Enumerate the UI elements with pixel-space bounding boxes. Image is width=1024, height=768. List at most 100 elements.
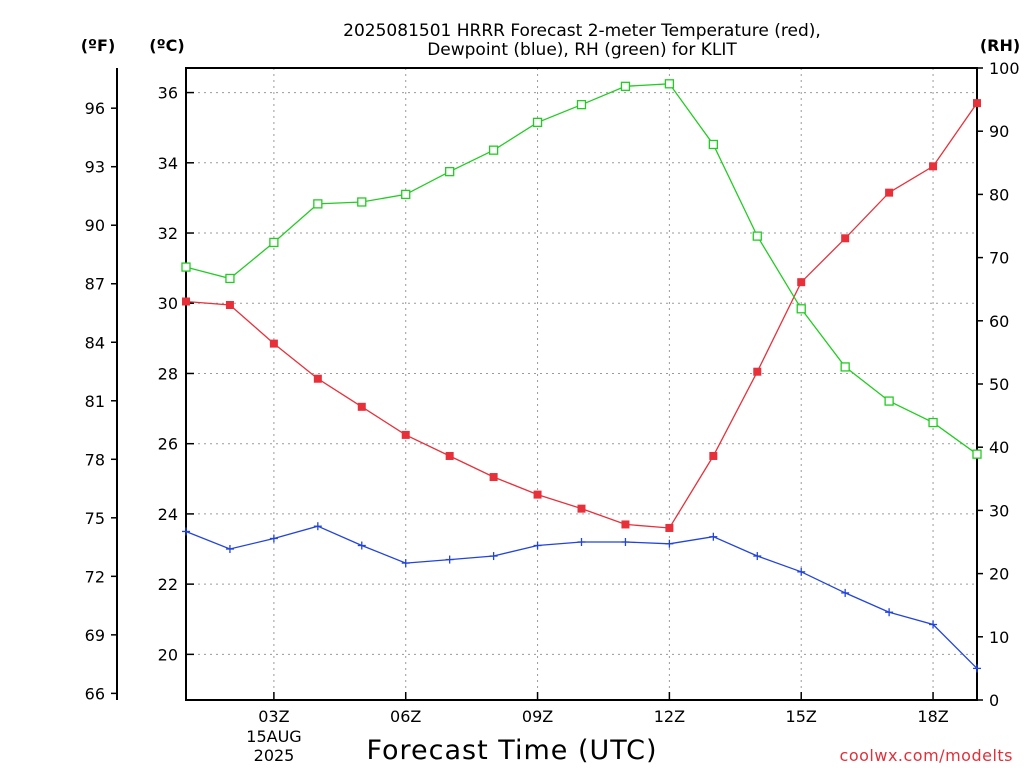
celsius-tick-label: 32 (158, 224, 178, 243)
credit-text: coolwx.com/modelts (840, 746, 1013, 765)
dewpoint-point (577, 538, 586, 546)
temperature-point (489, 473, 498, 482)
dewpoint-point (269, 534, 278, 543)
dewpoint-point (797, 567, 806, 576)
rh-point (884, 396, 894, 406)
chart-title-line-2: Dewpoint (blue), RH (green) for KLIT (427, 40, 737, 60)
temperature-point (709, 451, 718, 460)
rh-point (225, 273, 235, 284)
x-tick-label: 18Z (917, 707, 948, 726)
rh-tick-label: 80 (989, 185, 1009, 204)
temperature-point (621, 520, 630, 529)
rh-tick-label: 40 (989, 438, 1009, 457)
x-tick-label: 03Z (258, 707, 289, 726)
dewpoint-point (445, 555, 454, 564)
temperature-point (182, 297, 190, 306)
temperature-point (401, 430, 410, 439)
dewpoint-point (753, 552, 762, 561)
dewpoint-point (665, 539, 674, 548)
fahrenheit-unit-label: (ºF) (81, 36, 116, 55)
rh-point (796, 304, 806, 314)
dewpoint-point (885, 608, 894, 617)
dewpoint-point (973, 664, 981, 673)
temperature-point (313, 374, 322, 383)
axes: 20 22 24 26 28 30 32 34 36 66 69 72 75 78 81 84 87 90 93 96… (85, 59, 1020, 726)
dewpoint-point (225, 545, 234, 554)
temperature-point (885, 188, 894, 197)
x-axis-date-line-2: 2025 (254, 746, 295, 765)
rh-tick-label: 100 (989, 59, 1020, 78)
chart-title-line-1: 2025081501 HRRR Forecast 2-meter Tempera… (343, 21, 821, 41)
dewpoint-point (313, 522, 322, 531)
fahrenheit-tick-label: 72 (85, 567, 105, 586)
temperature-point (357, 402, 366, 411)
rh-tick-label: 30 (989, 501, 1009, 520)
dewpoint-point (401, 559, 410, 568)
celsius-unit-label: (ºC) (149, 36, 184, 55)
celsius-tick-label: 26 (158, 435, 178, 454)
temperature-point (841, 234, 850, 243)
fahrenheit-tick-label: 69 (85, 626, 105, 645)
rh-tick-label: 70 (989, 249, 1009, 268)
rh-point (445, 166, 455, 177)
temperature-point (973, 99, 981, 108)
x-tick-label: 06Z (390, 707, 421, 726)
x-tick-label: 15Z (786, 707, 817, 726)
celsius-tick-label: 36 (158, 84, 178, 103)
fahrenheit-tick-label: 87 (85, 275, 105, 294)
fahrenheit-tick-label: 84 (85, 333, 105, 352)
temperature-point (225, 301, 234, 309)
dewpoint-point (841, 588, 850, 597)
fahrenheit-tick-label: 75 (85, 509, 105, 528)
rh-point (181, 262, 191, 272)
celsius-tick-label: 30 (158, 294, 178, 313)
fahrenheit-tick-label: 78 (85, 450, 105, 469)
dewpoint-point (621, 538, 630, 546)
rh-point (576, 100, 587, 110)
fahrenheit-tick-label: 96 (85, 99, 105, 118)
rh-tick-label: 0 (989, 691, 999, 710)
fahrenheit-tick-label: 93 (85, 158, 105, 177)
temperature-point (533, 490, 542, 499)
rh-point (928, 417, 938, 428)
celsius-tick-label: 22 (158, 575, 178, 594)
fahrenheit-tick-label: 90 (85, 216, 105, 235)
rh-series-line (185, 83, 978, 455)
temperature-series-line (185, 102, 978, 529)
rh-point (357, 197, 367, 207)
rh-point (752, 231, 762, 241)
rh-point (401, 189, 411, 200)
rh-point (664, 79, 675, 89)
rh-tick-label: 10 (989, 628, 1009, 647)
temperature-point (577, 504, 586, 513)
rh-tick-label: 90 (989, 122, 1009, 141)
dewpoint-point (182, 527, 190, 536)
dewpoint-point (533, 541, 542, 550)
rh-unit-label: (RH) (980, 36, 1020, 55)
rh-point (488, 145, 499, 155)
series-layer (181, 79, 982, 673)
temperature-point (797, 278, 806, 287)
rh-tick-label: 50 (989, 375, 1009, 394)
rh-point (708, 139, 718, 150)
temperature-point (445, 451, 454, 460)
grid-lines (186, 68, 977, 700)
dewpoint-point (709, 532, 718, 541)
rh-point (840, 362, 850, 372)
fahrenheit-tick-label: 81 (85, 392, 105, 411)
fahrenheit-tick-label: 66 (85, 684, 105, 703)
celsius-tick-label: 34 (158, 154, 178, 173)
x-tick-label: 09Z (522, 707, 553, 726)
dewpoint-point (489, 552, 498, 561)
celsius-tick-label: 20 (158, 645, 178, 664)
celsius-tick-label: 28 (158, 364, 178, 383)
temperature-point (269, 339, 278, 348)
rh-point (313, 199, 323, 209)
rh-point (972, 449, 982, 459)
temperature-point (753, 367, 762, 376)
x-axis-title: Forecast Time (UTC) (366, 735, 657, 766)
x-axis-date-line-1: 15AUG (246, 727, 301, 746)
dewpoint-point (929, 620, 938, 629)
rh-point (269, 237, 279, 248)
